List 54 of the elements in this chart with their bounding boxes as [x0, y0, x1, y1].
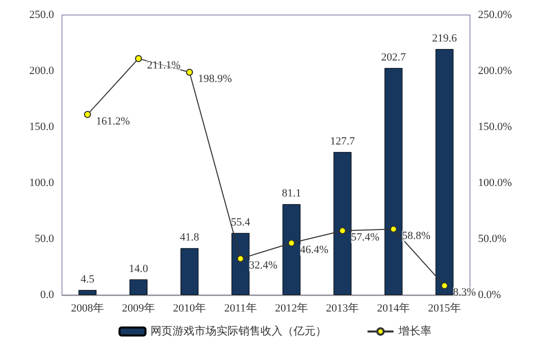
point [237, 255, 244, 262]
bar [334, 152, 352, 295]
bar [180, 248, 198, 295]
legend-label: 增长率 [398, 324, 432, 338]
data-label: 198.9% [198, 73, 232, 86]
y2-tick-label: 150.0% [478, 121, 512, 133]
bar [282, 204, 300, 295]
bar [232, 232, 250, 295]
data-label: 211.1% [147, 60, 181, 72]
data-label: 161.2% [96, 115, 130, 128]
data-label: 58.8% [402, 230, 430, 242]
point [84, 110, 91, 118]
legend-label: 网页游戏市场实际销售收入（亿元） [150, 324, 326, 338]
data-label: 8.3% [453, 286, 476, 299]
point [339, 227, 346, 234]
x-tick-label: 2011年 [224, 302, 257, 314]
x-tick-label: 2008年 [71, 302, 104, 314]
x-tick-label: 2014年 [377, 302, 410, 314]
y2-tick-label: 0.0% [478, 289, 501, 301]
data-label: 4.5 [80, 273, 95, 286]
x-tick-label: 2015年 [428, 302, 461, 314]
data-label: 14.0 [128, 262, 149, 275]
bar [436, 49, 454, 295]
point [288, 240, 295, 247]
y2-tick-label: 50.0% [478, 233, 506, 245]
y-tick-label: 150.0 [29, 121, 54, 133]
data-label: 55.4 [230, 216, 251, 228]
y-tick-label: 100.0 [29, 177, 54, 189]
data-label: 127.7 [330, 135, 356, 148]
y2-tick-label: 100.0% [478, 177, 512, 189]
point [135, 55, 142, 62]
point [441, 282, 448, 290]
x-tick-label: 2009年 [122, 302, 155, 314]
data-label: 32.4% [249, 260, 278, 272]
point [186, 68, 193, 76]
y-tick-label: 50.0 [34, 233, 54, 245]
data-label: 81.1 [282, 188, 302, 200]
y2-tick-label: 200.0% [478, 65, 512, 77]
y-tick-label: 250.0 [29, 9, 54, 21]
x-tick-label: 2012年 [275, 302, 308, 314]
point [390, 226, 397, 233]
y-tick-label: 0.0 [40, 289, 54, 301]
data-label: 202.7 [381, 51, 406, 64]
bar [78, 290, 96, 295]
x-tick-label: 2013年 [326, 302, 359, 314]
bar [130, 279, 148, 295]
data-label: 41.8 [180, 232, 200, 244]
y2-tick-label: 250.0% [478, 9, 512, 21]
data-label: 219.6 [432, 32, 458, 45]
x-tick-label: 2010年 [173, 302, 206, 314]
data-label: 46.4% [300, 244, 328, 256]
y-tick-label: 200.0 [29, 65, 54, 77]
data-label: 57.4% [351, 232, 380, 244]
bar [384, 68, 402, 295]
